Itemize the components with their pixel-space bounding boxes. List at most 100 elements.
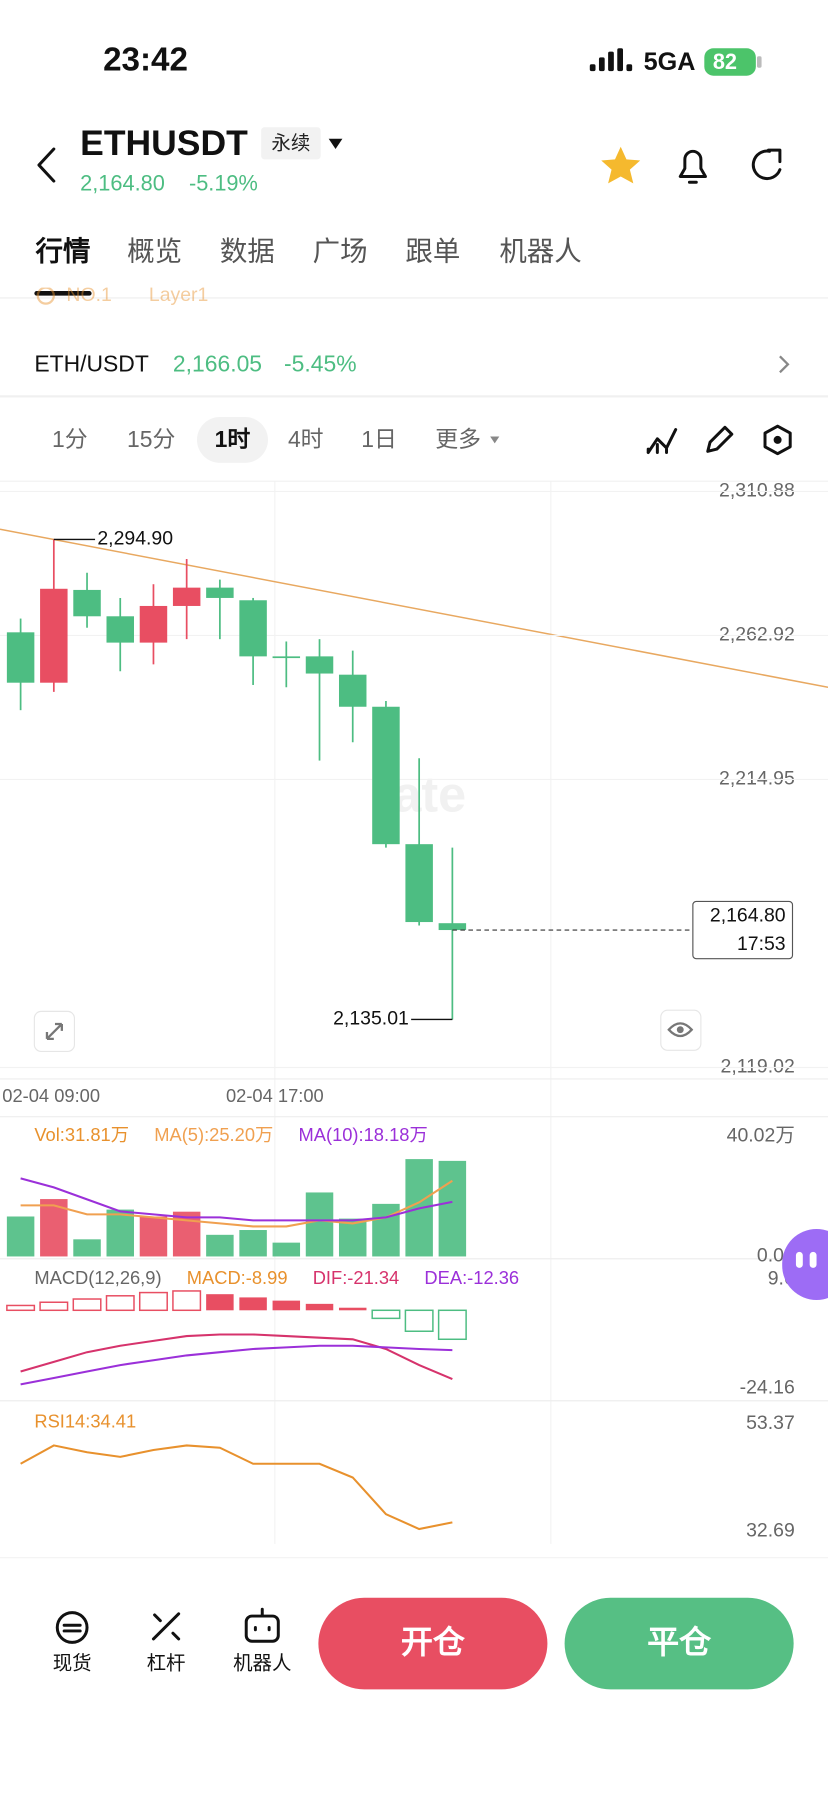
open-button[interactable] [318, 1597, 548, 1690]
network: 5GA [644, 48, 696, 76]
tab[interactable]: 广场 [313, 236, 368, 267]
signal-icon [589, 48, 633, 72]
back-button[interactable] [37, 147, 56, 183]
draw-icon[interactable] [706, 425, 734, 453]
open-button-label: 开仓 [401, 1624, 466, 1660]
alert-bell[interactable] [678, 149, 707, 184]
assistant-eye [809, 1251, 817, 1268]
interval-bar: 1分 15分 1时 4时 1日 更多 [52, 417, 500, 463]
histogram-bar [138, 1291, 168, 1312]
interval[interactable]: 更多 [435, 426, 481, 452]
legend-label: DEA:-12.36 [424, 1267, 519, 1288]
symbol-dropdown[interactable] [328, 138, 343, 150]
assistant-eye [795, 1251, 803, 1268]
interval[interactable]: 15分 [127, 426, 175, 452]
indicator-line [20, 1444, 453, 1531]
histogram-bar [139, 1216, 168, 1257]
close-button[interactable] [564, 1597, 794, 1690]
tag-row: NO.1 Layer1 [36, 284, 208, 306]
y-tick-label: 32.69 [746, 1519, 795, 1541]
tab[interactable]: 概览 [127, 236, 182, 267]
contract-type: 永续 [271, 133, 310, 155]
share-button[interactable] [751, 148, 782, 180]
histogram-bar [404, 1309, 434, 1332]
eye-pupil [676, 1026, 684, 1034]
indicator-line [20, 1344, 453, 1386]
tab[interactable]: 数据 [220, 236, 275, 267]
interval[interactable]: 1日 [361, 426, 397, 452]
y-tick-label: 2,214.95 [719, 768, 795, 790]
indicator-line [20, 1177, 453, 1222]
nav-label[interactable]: 现货 [53, 1652, 92, 1674]
tag: NO.1 [66, 284, 111, 306]
max-label: 2,294.90 [97, 528, 173, 550]
settings-icon[interactable] [763, 424, 792, 456]
spot-icon-lines [62, 1623, 82, 1633]
favorite-star[interactable] [601, 146, 641, 184]
histogram-bar [338, 1307, 367, 1311]
legend-label: DIF:-21.34 [313, 1267, 400, 1288]
histogram-bar [106, 1209, 134, 1257]
interval[interactable]: 1分 [52, 426, 88, 452]
legend-label: RSI14:34.41 [34, 1410, 136, 1431]
y-tick-label: 2,310.88 [719, 480, 795, 502]
candle-body [106, 616, 134, 643]
legend-label: MACD:-8.99 [187, 1267, 288, 1288]
symbol: ETHUSDT [80, 123, 248, 163]
candle-body [305, 656, 334, 674]
histogram-bar [73, 1239, 101, 1257]
margin-icon[interactable] [151, 1612, 181, 1641]
histogram-bar [6, 1216, 35, 1257]
interval[interactable]: 4时 [288, 426, 324, 452]
candle-body [272, 656, 301, 659]
min-label: 2,135.01 [333, 1008, 409, 1030]
charts: 2,310.88 2,262.92 2,214.95 2,119.02 2,294.90… [0, 480, 828, 1541]
nav-label[interactable]: 机器人 [233, 1652, 291, 1674]
close-button-label: 平仓 [647, 1624, 712, 1660]
last-price-label: 2,164.80 [710, 904, 786, 926]
eye-icon [667, 1022, 694, 1038]
countdown: 17:53 [737, 933, 786, 955]
battery-cap [756, 56, 762, 68]
histogram-bar [72, 1298, 102, 1312]
y-tick-label: 2,119.02 [721, 1056, 795, 1078]
histogram-bar [239, 1230, 267, 1257]
spot-change: -5.45% [284, 351, 357, 377]
assistant-bubble[interactable] [782, 1228, 828, 1300]
candle-body [40, 588, 68, 683]
tab[interactable]: 行情 [35, 236, 91, 267]
battery-level: 82 [713, 49, 737, 74]
spot-chevron[interactable] [779, 355, 790, 374]
trend-line [0, 528, 828, 689]
signal-bar [626, 64, 633, 72]
histogram-bar [172, 1290, 202, 1312]
histogram-bar [206, 1294, 234, 1311]
histogram-bar [305, 1303, 334, 1311]
indicator-icon[interactable] [646, 428, 678, 454]
histogram-bar [437, 1309, 467, 1341]
interval-active-bg [196, 417, 268, 463]
histogram-bar [371, 1309, 401, 1320]
interval[interactable]: 1时 [215, 426, 251, 452]
more-caret [490, 436, 500, 444]
candle-body [372, 706, 400, 845]
tab[interactable]: 跟单 [405, 236, 460, 267]
x-label: 02-04 17:00 [226, 1085, 324, 1106]
x-label: 02-04 09:00 [2, 1085, 100, 1106]
y-tick-label: 53.37 [746, 1412, 795, 1434]
spot-icon[interactable] [55, 1611, 89, 1644]
y-tick-label: 40.02万 [727, 1124, 795, 1146]
status-time: 23:42 [103, 42, 188, 79]
legend-label: MACD(12,26,9) [34, 1267, 161, 1288]
histogram-bar [338, 1218, 367, 1257]
header-change: -5.19% [189, 170, 258, 195]
histogram-bar [372, 1203, 400, 1257]
nav-label[interactable]: 杠杆 [147, 1652, 186, 1674]
candle-body [438, 923, 467, 931]
candle-body [139, 605, 168, 643]
tab[interactable]: 机器人 [499, 236, 581, 267]
contract-badge[interactable] [261, 127, 321, 160]
